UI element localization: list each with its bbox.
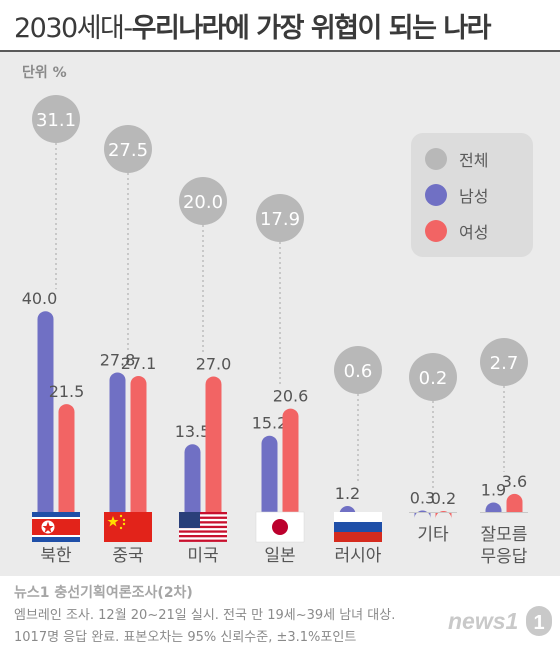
male-bar — [109, 372, 126, 512]
total-bubble — [480, 338, 528, 386]
category-label: 중국 — [112, 546, 143, 566]
male-bar — [485, 502, 502, 512]
female-bar — [506, 493, 523, 512]
page-title: 2030세대-우리나라에 가장 위협이 되는 나라 — [14, 6, 492, 45]
legend-item-female: 여성 — [425, 219, 488, 243]
footer: 뉴스1 충선기획여론조사(2차) 엠브레인 조사. 12월 20~21일 실시.… — [0, 576, 560, 654]
legend: 전체 남성 여성 — [411, 133, 533, 257]
male-value-label: 15.2 — [252, 414, 288, 433]
category-label: 기타 — [417, 525, 449, 545]
male-bar — [414, 510, 431, 519]
news1-logo-mark — [526, 606, 552, 636]
legend-swatch-total — [425, 148, 447, 170]
female-value-label: 27.1 — [121, 354, 157, 373]
title-part2: 우리나라에 가장 위협이 되는 나라 — [131, 13, 492, 44]
female-bar — [282, 408, 299, 512]
female-bar — [205, 376, 222, 512]
title-divider — [0, 50, 560, 52]
total-value-label: 27.5 — [108, 140, 148, 161]
usa-flag-stripe — [179, 512, 227, 515]
category-label: 북한 — [40, 546, 72, 566]
male-value-label: 1.2 — [335, 484, 360, 503]
male-bar — [261, 435, 278, 512]
news1-logo: news1 1 — [448, 606, 552, 636]
female-value-label: 3.6 — [502, 472, 527, 491]
usa-flag-stripe — [179, 521, 227, 524]
total-bubble — [179, 177, 227, 225]
title-part1: 2030세대- — [14, 13, 133, 44]
north-korea-flag-star — [42, 521, 54, 533]
legend-swatch-female — [425, 220, 447, 242]
usa-flag-stripe — [179, 530, 227, 533]
female-bar — [130, 375, 147, 512]
chart-panel: 단위 % 31.1 40.0 21.5 북한 27.5 27.8 27.1 중국 20.0 13.5… — [0, 52, 560, 576]
legend-label-total: 전체 — [459, 151, 489, 170]
russia-flag-red — [334, 532, 382, 542]
total-bubble — [32, 95, 80, 143]
total-value-label: 31.1 — [36, 110, 76, 131]
unit-label: 단위 % — [22, 64, 67, 81]
female-value-label: 21.5 — [49, 382, 85, 401]
usa-flag-stripe — [179, 539, 227, 542]
total-value-label: 17.9 — [260, 209, 300, 230]
china-flag — [104, 512, 152, 542]
north-korea-flag-red — [32, 519, 80, 535]
male-bar — [37, 311, 54, 512]
china-flag-star — [107, 516, 119, 527]
total-value-label: 20.0 — [183, 192, 223, 213]
total-value-label: 2.7 — [490, 353, 519, 374]
category-label: 무응답 — [481, 547, 528, 567]
japan-flag-disc — [272, 519, 288, 535]
total-value-label: 0.6 — [344, 361, 373, 382]
news1-logo-digit: 1 — [533, 612, 544, 634]
usa-flag-canton — [179, 512, 200, 528]
usa-flag-stripe — [179, 516, 227, 519]
russia-flag-blue — [334, 522, 382, 532]
legend-label-female: 여성 — [459, 223, 489, 242]
legend-item-male: 남성 — [425, 183, 488, 207]
female-bar — [58, 404, 75, 512]
total-value-label: 0.2 — [419, 368, 448, 389]
male-bar — [184, 444, 201, 512]
russia-flag — [334, 512, 382, 522]
legend-swatch-male — [425, 184, 447, 206]
legend-label-male: 남성 — [459, 187, 489, 206]
category-label: 일본 — [264, 546, 295, 566]
usa-flag-stripe — [179, 535, 227, 538]
china-flag-small-star — [122, 518, 126, 522]
usa-flag-stripe — [179, 525, 227, 529]
total-bubble — [104, 125, 152, 173]
male-bar — [339, 505, 356, 514]
female-value-label: 27.0 — [196, 354, 232, 373]
china-flag-small-star — [122, 522, 126, 526]
male-value-label: 40.0 — [22, 289, 58, 308]
male-value-label: 13.5 — [175, 422, 211, 441]
female-value-label: 0.2 — [431, 489, 456, 508]
total-bubble — [256, 194, 304, 242]
news1-logo-text: news1 — [448, 608, 518, 634]
category-label: 잘모름 — [481, 525, 528, 545]
survey-note-1: 엠브레인 조사. 12월 20~21일 실시. 전국 만 19세~39세 남녀 … — [14, 608, 396, 623]
total-bubble — [409, 353, 457, 401]
male-value-label: 0.3 — [410, 488, 435, 507]
female-value-label: 20.6 — [273, 387, 309, 406]
china-flag-small-star — [119, 526, 123, 530]
category-label: 미국 — [187, 546, 218, 566]
source-title: 뉴스1 충선기획여론조사(2차) — [14, 585, 193, 601]
category-label: 러시아 — [335, 546, 382, 566]
survey-note-2: 1017명 응답 완료. 표본오차는 95% 신뢰수준, ±3.1%포인트 — [14, 630, 357, 645]
bar-chart: 단위 % 31.1 40.0 21.5 북한 27.5 27.827.1 중국 20.0 13.5… — [22, 64, 528, 567]
male-value-label: 1.9 — [481, 480, 506, 499]
total-bubble — [334, 346, 382, 394]
china-flag-small-star — [119, 514, 123, 518]
legend-item-total: 전체 — [425, 147, 488, 171]
male-value-label: 27.8 — [100, 350, 136, 369]
